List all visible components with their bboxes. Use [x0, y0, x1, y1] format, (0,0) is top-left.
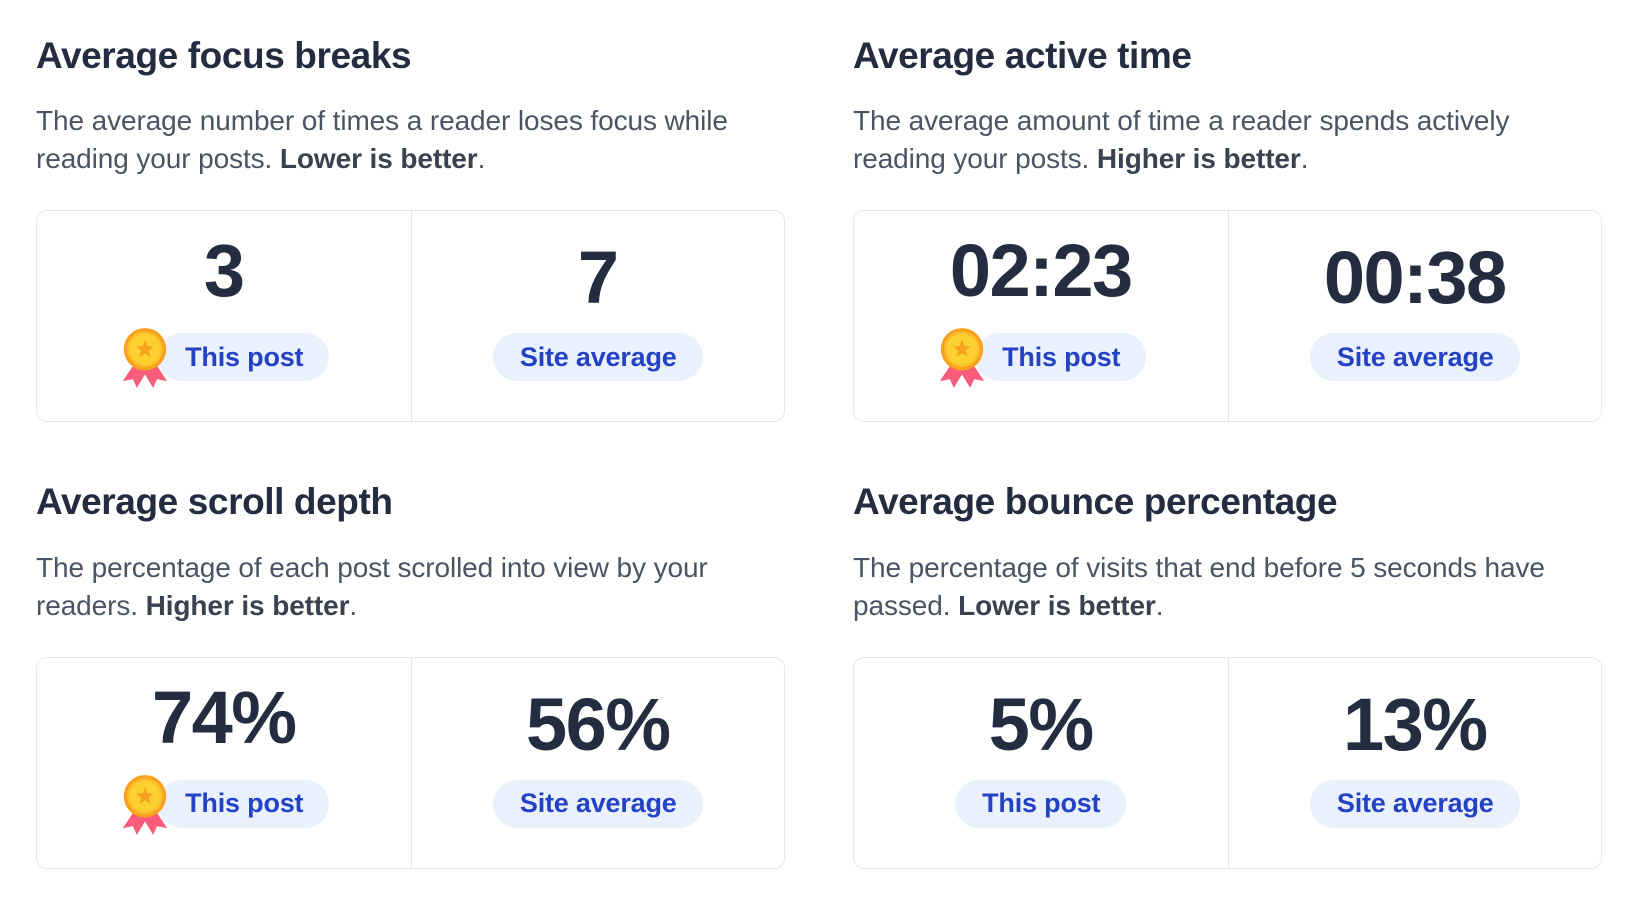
metric-section-scroll-depth: Average scroll depth The percentage of e…: [36, 480, 785, 869]
description-emphasis: Higher is better: [1096, 143, 1301, 175]
this-post-cell: 5% This post: [854, 658, 1228, 868]
description-text: The percentage of each post scrolled int…: [36, 551, 708, 621]
metric-title: Average focus breaks: [36, 35, 412, 76]
comparison-card: 74% This post 56% Site average: [36, 656, 785, 869]
this-post-cell: 3 This post: [37, 211, 411, 421]
badge-row: Site average: [492, 333, 703, 382]
description-emphasis: Higher is better: [145, 589, 350, 621]
this-post-cell: 02:23 This post: [854, 211, 1228, 421]
metric-title: Average bounce percentage: [853, 481, 1338, 523]
site-average-cell: 7 Site average: [410, 211, 785, 422]
metric-value-site-average: 13%: [1342, 682, 1488, 766]
description-emphasis: Lower is better: [958, 589, 1156, 621]
badge-row: This post: [935, 326, 1147, 389]
this-post-badge: This post: [955, 779, 1127, 828]
comparison-card: 5% This post 13% Site average: [853, 656, 1602, 869]
metric-value-site-average: 56%: [525, 682, 671, 766]
metric-title: Average active time: [853, 35, 1192, 76]
badge-row: This post: [118, 326, 330, 389]
badge-row: Site average: [492, 779, 703, 828]
description-text: The average number of times a reader los…: [36, 105, 728, 175]
metric-section-focus-breaks: Average focus breaks The average number …: [36, 34, 785, 423]
comparison-card: 02:23 This post 00:38 Site average: [853, 210, 1602, 423]
badge-row: Site average: [1309, 779, 1520, 828]
metric-value-site-average: 00:38: [1323, 236, 1507, 320]
description-period: .: [349, 589, 358, 621]
metric-value-this-post: 74%: [151, 675, 297, 759]
metric-description: The average number of times a reader los…: [36, 102, 785, 178]
metric-description: The percentage of each post scrolled int…: [36, 549, 785, 625]
metric-description: The average amount of time a reader spen…: [853, 102, 1602, 178]
badge-row: Site average: [1309, 333, 1520, 382]
site-average-cell: 00:38 Site average: [1227, 211, 1602, 422]
medal-icon: [935, 326, 989, 389]
badge-row: This post: [118, 773, 330, 835]
description-period: .: [1300, 143, 1309, 175]
site-average-cell: 13% Site average: [1227, 657, 1602, 868]
site-average-badge: Site average: [492, 333, 703, 382]
medal-icon: [118, 326, 172, 389]
this-post-badge: This post: [158, 333, 330, 382]
metric-description: The percentage of visits that end before…: [853, 549, 1602, 625]
badge-row: This post: [955, 779, 1127, 828]
site-average-cell: 56% Site average: [410, 657, 785, 868]
this-post-badge: This post: [975, 333, 1147, 382]
metric-value-site-average: 7: [577, 236, 619, 320]
site-average-badge: Site average: [1309, 333, 1520, 382]
description-emphasis: Lower is better: [279, 143, 478, 175]
this-post-badge: This post: [158, 779, 330, 828]
metric-value-this-post: 3: [203, 229, 245, 313]
metric-title: Average scroll depth: [36, 481, 393, 523]
description-text: The average amount of time a reader spen…: [853, 105, 1510, 175]
metric-section-active-time: Average active time The average amount o…: [853, 34, 1602, 423]
metric-value-this-post: 02:23: [949, 229, 1133, 313]
site-average-badge: Site average: [492, 779, 703, 828]
description-text: The percentage of visits that end before…: [853, 551, 1545, 621]
description-period: .: [1155, 589, 1164, 621]
site-average-badge: Site average: [1309, 779, 1520, 828]
metric-value-this-post: 5%: [988, 682, 1094, 766]
description-period: .: [477, 143, 486, 175]
metrics-grid: Average focus breaks The average number …: [36, 34, 1602, 869]
medal-icon: [118, 773, 172, 835]
metric-section-bounce-percentage: Average bounce percentage The percentage…: [853, 480, 1602, 869]
this-post-cell: 74% This post: [37, 658, 411, 868]
comparison-card: 3 This post 7 Site average: [36, 210, 785, 423]
